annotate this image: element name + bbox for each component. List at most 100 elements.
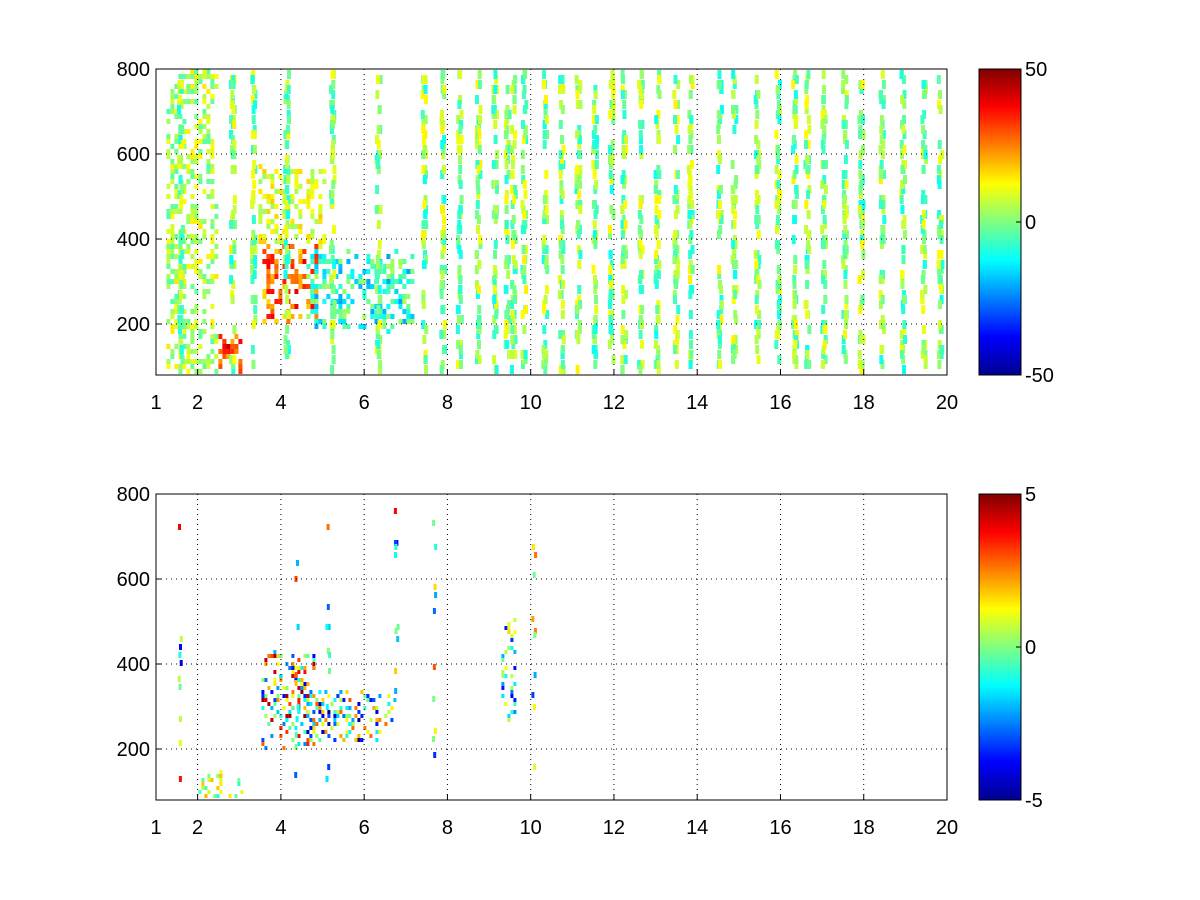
heatmap-cell (510, 350, 515, 359)
heatmap-cell (474, 135, 479, 144)
heatmap-cell (252, 180, 257, 189)
heatmap-cell (297, 698, 301, 702)
heatmap-cell (194, 99, 199, 104)
heatmap-cell (253, 165, 258, 174)
heatmap-cell (190, 194, 195, 199)
heatmap-cell (285, 250, 290, 259)
heatmap-cell (805, 95, 810, 104)
heatmap-cell (290, 264, 295, 269)
heatmap-cell (327, 764, 331, 770)
heatmap-cell (922, 110, 927, 119)
heatmap-cell (279, 734, 283, 738)
heatmap-cell (297, 658, 301, 662)
heatmap-cell (938, 280, 943, 289)
heatmap-cell (363, 706, 367, 710)
heatmap-cell (844, 245, 849, 254)
heatmap-cell (234, 334, 239, 339)
heatmap-cell (346, 279, 351, 284)
heatmap-cell (278, 299, 283, 304)
heatmap-cell (179, 100, 184, 109)
heatmap-cell (860, 210, 865, 219)
heatmap-cell (179, 195, 184, 204)
heatmap-cell (505, 115, 510, 124)
heatmap-cell (607, 300, 612, 309)
y-tick-label: 400 (117, 654, 150, 676)
heatmap-cell (506, 300, 511, 309)
heatmap-cell (753, 150, 758, 159)
heatmap-cell (733, 315, 738, 324)
heatmap-cell (231, 365, 236, 374)
heatmap-cell (262, 249, 267, 254)
heatmap-cell (331, 225, 336, 234)
heatmap-cell (687, 200, 692, 209)
heatmap-cell (422, 135, 426, 144)
heatmap-cell (306, 239, 311, 244)
heatmap-cell (290, 274, 295, 279)
heatmap-cell (177, 155, 182, 164)
heatmap-cell (282, 694, 286, 698)
heatmap-cell (210, 778, 214, 782)
heatmap-cell (270, 289, 275, 294)
heatmap-cell (310, 294, 315, 299)
heatmap-cell (222, 354, 227, 359)
heatmap-cell (689, 75, 693, 84)
heatmap-cell (805, 345, 810, 354)
heatmap-cell (306, 682, 310, 686)
heatmap-cell (174, 274, 179, 279)
heatmap-cell (210, 274, 215, 279)
heatmap-cell (291, 738, 295, 742)
heatmap-cell (339, 698, 343, 702)
heatmap-cell (262, 294, 267, 299)
heatmap-cell (386, 254, 391, 259)
x-tick-label: 1 (150, 817, 161, 839)
heatmap-cell (229, 275, 234, 284)
heatmap-cell (284, 200, 289, 209)
heatmap-cell (578, 300, 583, 309)
heatmap-cell (507, 350, 512, 359)
heatmap-cell (804, 80, 809, 89)
heatmap-cell (318, 690, 322, 694)
heatmap-cell (474, 265, 479, 274)
heatmap-cell (938, 155, 942, 164)
heatmap-cell (198, 219, 203, 224)
heatmap-cell (880, 120, 885, 129)
heatmap-cell (542, 80, 547, 89)
heatmap-cell (475, 160, 480, 169)
heatmap-cell (386, 274, 391, 279)
heatmap-cell (294, 744, 298, 750)
heatmap-cell (774, 330, 779, 339)
heatmap-cell (178, 369, 183, 374)
heatmap-cell (878, 170, 883, 179)
heatmap-cell (920, 290, 924, 299)
heatmap-cell (880, 360, 885, 369)
heatmap-cell (843, 170, 848, 179)
heatmap-cell (264, 662, 268, 666)
heatmap-cell (182, 164, 187, 169)
heatmap-cell (321, 722, 325, 726)
heatmap-cell (261, 690, 265, 694)
heatmap-cell (576, 175, 581, 184)
heatmap-cell (174, 194, 179, 199)
heatmap-cell (494, 365, 499, 374)
heatmap-cell (755, 345, 760, 354)
heatmap-cell (182, 119, 187, 124)
heatmap-cell (755, 205, 760, 214)
heatmap-cell (457, 100, 462, 109)
heatmap-cell (270, 706, 274, 710)
heatmap-cell (210, 139, 215, 144)
heatmap-cell (844, 315, 849, 324)
heatmap-cell (421, 320, 426, 329)
heatmap-cell (375, 722, 379, 726)
heatmap-cell (880, 200, 885, 209)
heatmap-cell (823, 220, 827, 229)
heatmap-cell (198, 179, 203, 184)
heatmap-cell (510, 300, 515, 309)
heatmap-cell (218, 359, 223, 364)
heatmap-cell (166, 229, 171, 234)
heatmap-cell (804, 255, 809, 264)
heatmap-cell (476, 190, 481, 199)
heatmap-cell (474, 250, 479, 259)
heatmap-cell (921, 270, 926, 279)
heatmap-cell (822, 125, 827, 134)
heatmap-cell (345, 718, 349, 722)
